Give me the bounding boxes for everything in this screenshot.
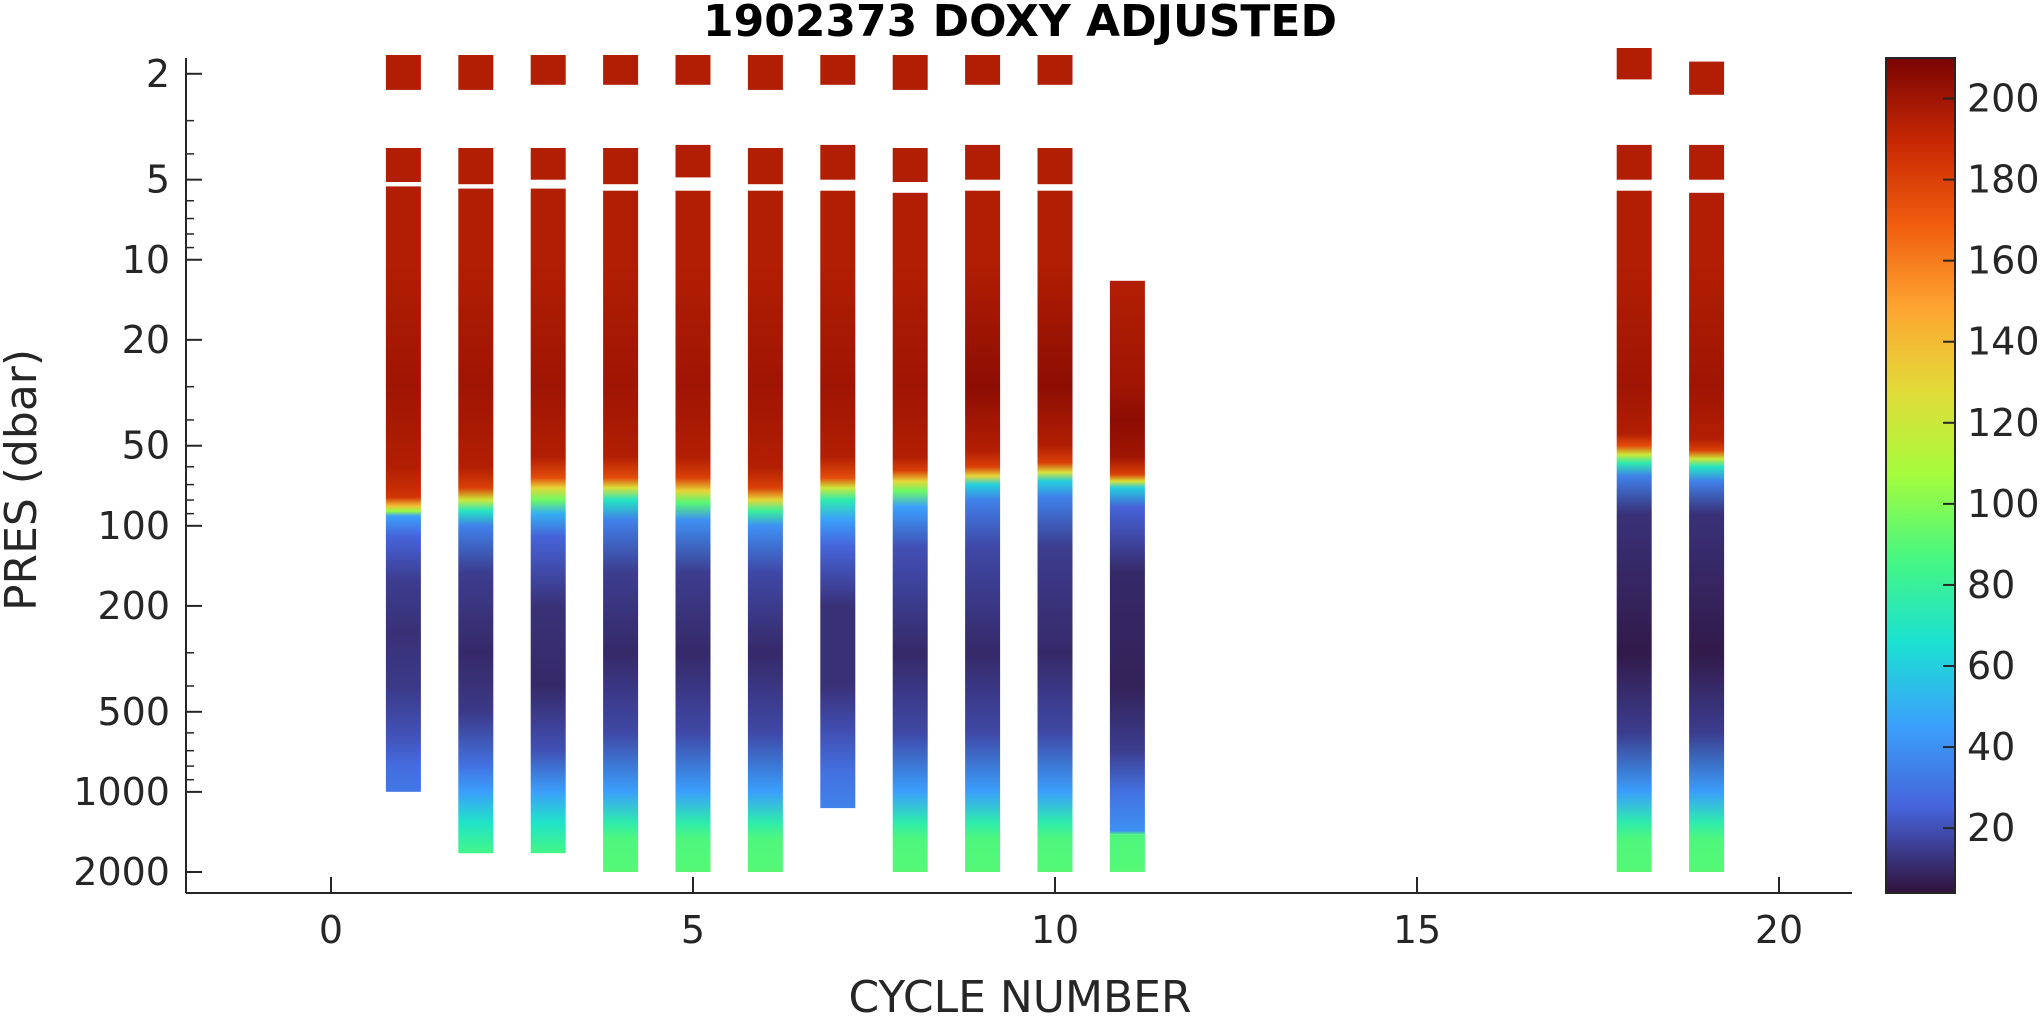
- y-tick-label: 200: [97, 584, 170, 628]
- profile-cycle-18: [1616, 48, 1652, 872]
- profile-4-segment-1: [603, 55, 639, 85]
- profile-18-segment-3: [1616, 190, 1652, 872]
- profile-cycle-6: [747, 55, 783, 872]
- profile-19-segment-1: [1689, 61, 1725, 95]
- profile-1-segment-2: [385, 148, 421, 182]
- profile-10-segment-3: [1037, 190, 1073, 872]
- profile-9-segment-3: [965, 190, 1001, 872]
- profile-8-segment-1: [892, 55, 928, 90]
- profile-2-segment-2: [458, 148, 494, 185]
- profile-6-segment-1: [747, 55, 783, 90]
- chart-title: 1902373 DOXY ADJUSTED: [703, 0, 1337, 47]
- profile-1-segment-3: [385, 186, 421, 228]
- y-tick-label: 2: [146, 52, 170, 96]
- profile-19-segment-3: [1689, 192, 1725, 873]
- profile-7-segment-1: [820, 55, 856, 85]
- profile-11-segment-1: [1109, 280, 1145, 835]
- profile-cycle-11: [1109, 280, 1145, 872]
- profile-bars: [385, 48, 1725, 873]
- profile-cycle-7: [820, 55, 856, 809]
- colorbar-tick-label: 180: [1967, 158, 2040, 202]
- colorbar-tick-label: 140: [1967, 320, 2040, 364]
- profile-7-segment-2: [820, 144, 856, 180]
- profile-5-segment-3: [675, 190, 711, 872]
- profile-3-segment-1: [530, 55, 566, 85]
- profile-10-segment-1: [1037, 55, 1073, 85]
- profile-3-segment-2: [530, 148, 566, 180]
- colorbar: 20 40 60 80 100 120 140 160 180 200: [1885, 57, 2040, 894]
- profile-8-segment-2: [892, 148, 928, 182]
- profile-cycle-19: [1689, 61, 1725, 873]
- colorbar-tick-label: 200: [1967, 77, 2040, 121]
- x-tick-label: 5: [681, 908, 705, 952]
- profile-11-segment-2: [1109, 834, 1145, 872]
- profile-cycle-4: [603, 55, 639, 872]
- profile-cycle-2: [458, 55, 494, 854]
- profile-3-segment-3: [530, 188, 566, 229]
- profile-cycle-3: [530, 55, 566, 854]
- profile-1-segment-5: [385, 507, 421, 792]
- y-tick-label: 500: [97, 690, 170, 734]
- y-tick-label: 1000: [73, 770, 170, 814]
- profile-2-segment-1: [458, 55, 494, 90]
- colorbar-tick-label: 40: [1967, 725, 2015, 769]
- profile-1-segment-1: [385, 55, 421, 90]
- x-tick-label: 20: [1755, 908, 1803, 952]
- colorbar-tick-label: 100: [1967, 482, 2040, 526]
- profile-5-segment-2: [675, 144, 711, 178]
- y-tick-label: 20: [122, 318, 170, 362]
- profile-4-segment-2: [603, 148, 639, 185]
- y-tick-label: 50: [122, 424, 170, 468]
- x-tick-label: 10: [1031, 908, 1079, 952]
- profile-6-segment-3: [747, 190, 783, 872]
- y-tick-label: 100: [97, 504, 170, 548]
- colorbar-tick-label: 120: [1967, 401, 2040, 445]
- profile-cycle-10: [1037, 55, 1073, 872]
- profile-cycle-5: [675, 55, 711, 872]
- profile-cycle-8: [892, 55, 928, 873]
- y-axis-title: PRES (dbar): [0, 349, 47, 611]
- colorbar-tick-label: 60: [1967, 644, 2015, 688]
- profile-1-segment-4: [385, 228, 421, 507]
- profile-19-segment-2: [1689, 144, 1725, 180]
- x-axis-title: CYCLE NUMBER: [848, 972, 1191, 1017]
- profile-3-segment-4: [530, 228, 566, 854]
- y-tick-label: 5: [146, 158, 170, 202]
- colorbar-tick-label: 160: [1967, 239, 2040, 283]
- colorbar-tick-label: 80: [1967, 563, 2015, 607]
- profile-2-segment-3: [458, 188, 494, 854]
- profile-8-segment-3: [892, 192, 928, 873]
- profile-cycle-1: [385, 55, 421, 792]
- profile-9-segment-2: [965, 144, 1001, 180]
- profile-18-segment-2: [1616, 144, 1652, 180]
- profile-cycle-9: [965, 55, 1001, 872]
- profile-18-segment-1: [1616, 48, 1652, 80]
- x-tick-label: 0: [319, 908, 343, 952]
- y-tick-label: 10: [122, 238, 170, 282]
- x-tick-label: 15: [1393, 908, 1441, 952]
- colorbar-scale: [1885, 57, 1956, 894]
- profile-6-segment-2: [747, 148, 783, 185]
- colorbar-tick-label: 20: [1967, 806, 2015, 850]
- y-tick-label: 2000: [73, 850, 170, 894]
- profile-10-segment-2: [1037, 148, 1073, 185]
- profile-7-segment-3: [820, 190, 856, 809]
- profile-4-segment-3: [603, 190, 639, 872]
- profile-5-segment-1: [675, 55, 711, 85]
- profile-9-segment-1: [965, 55, 1001, 85]
